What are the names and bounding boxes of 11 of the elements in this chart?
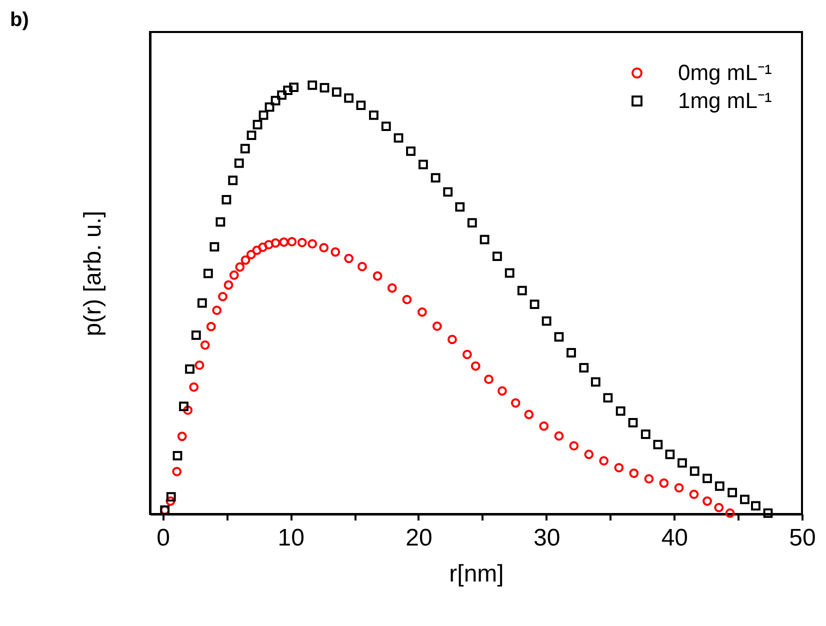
x-tick-label: 0 bbox=[156, 524, 170, 552]
x-tick-label: 10 bbox=[278, 524, 304, 552]
legend-label: 1mg mL⁻¹ bbox=[678, 88, 772, 113]
text: b) bbox=[10, 9, 29, 31]
legend-label: 0mg mL⁻¹ bbox=[678, 60, 772, 85]
x-axis-title: r[nm] bbox=[449, 560, 504, 588]
y-axis-title: p(r) [arb. u.] bbox=[80, 210, 106, 336]
x-tick-label: 40 bbox=[661, 524, 688, 552]
x-tick-label: 30 bbox=[533, 524, 560, 552]
x-tick-label: 50 bbox=[789, 524, 816, 552]
x-tick-label: 20 bbox=[406, 524, 432, 552]
